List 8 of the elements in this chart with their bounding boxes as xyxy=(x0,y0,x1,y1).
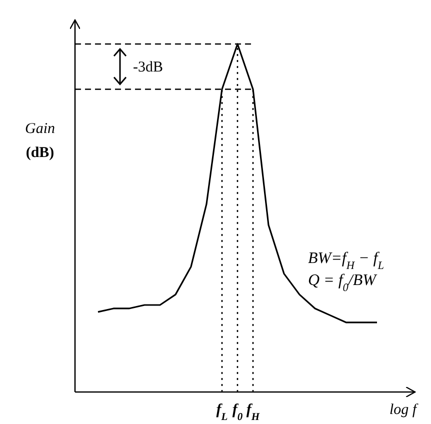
y-axis-title: Gain (dB) xyxy=(25,121,55,161)
x-tick-label: f$_{H}$ xyxy=(246,402,260,422)
x-axis-title: log f xyxy=(389,402,418,418)
x-tick-label: f$_{0}$ xyxy=(232,402,244,422)
annotation: BW=f$_{H}$ − f$_{L}$ xyxy=(308,250,384,272)
annotation: Q = f$_{0}$/BW xyxy=(308,272,378,294)
x-tick-label: f$_{L}$ xyxy=(216,402,228,422)
annotation: -3dB xyxy=(133,60,163,76)
